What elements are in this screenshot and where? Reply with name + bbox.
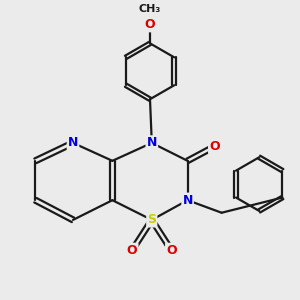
Text: O: O (209, 140, 220, 153)
Text: O: O (127, 244, 137, 257)
Text: O: O (166, 244, 177, 257)
Text: N: N (182, 194, 193, 207)
Text: N: N (147, 136, 157, 149)
Text: O: O (145, 18, 155, 31)
Text: CH₃: CH₃ (139, 4, 161, 14)
Text: S: S (147, 213, 156, 226)
Text: N: N (68, 136, 78, 149)
